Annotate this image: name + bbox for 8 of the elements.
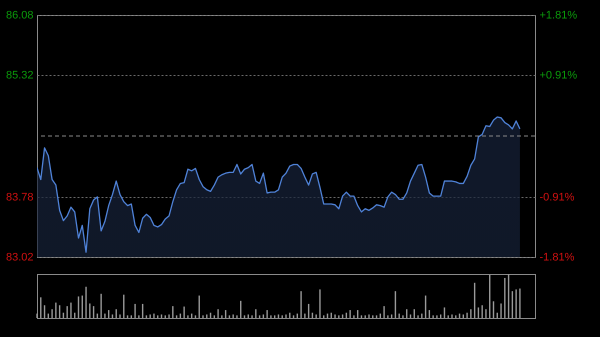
y-tick-label: 83.78 [6,191,34,204]
y-tick-label: 86.08 [6,10,34,22]
y-tick-label: 85.32 [6,70,34,82]
y2-tick-label: +1.81% [540,10,578,22]
y-tick-label: 83.02 [6,252,34,264]
y2-tick-label: -0.91% [540,191,575,204]
y2-tick-label: -1.81% [540,252,575,264]
y2-tick-label: +0.91% [540,70,578,82]
